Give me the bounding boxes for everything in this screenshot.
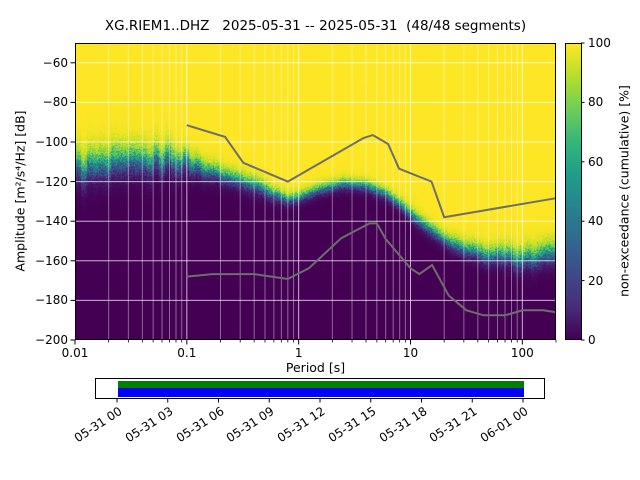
x-tick-label: 0.01 <box>61 346 89 360</box>
y-tick-label: −140 <box>35 214 68 229</box>
colorbar-tick-label: 100 <box>588 36 611 50</box>
timeline-tick-label: 06-01 00 <box>477 404 531 446</box>
timeline-tick-label: 05-31 06 <box>173 404 227 446</box>
y-tick-label: −100 <box>35 135 68 149</box>
timeline-tick-label: 05-31 12 <box>274 404 328 446</box>
y-tick-label: −60 <box>42 55 68 70</box>
colorbar-tick-label: 80 <box>588 95 604 110</box>
colorbar-tick-label: 40 <box>588 214 604 229</box>
timeline-tick-label: 05-31 00 <box>71 404 125 446</box>
colorbar-gradient <box>565 43 582 340</box>
colorbar-label: non-exceedance (cumulative) [%] <box>616 85 632 297</box>
x-tick-label: 100 <box>510 346 534 360</box>
timeline-tick-label: 05-31 18 <box>376 404 430 446</box>
y-tick-label: −200 <box>35 333 68 347</box>
x-tick-label: 1 <box>294 346 303 360</box>
x-tick-label: 0.1 <box>177 346 197 360</box>
timeline-tick-label: 05-31 09 <box>224 404 277 446</box>
timeline-tick-label: 05-31 15 <box>325 404 379 446</box>
y-axis-label: Amplitude [m²/s⁴/Hz] [dB] <box>12 110 28 272</box>
x-axis-label: Period [s] <box>285 360 346 375</box>
colorbar-tick-label: 20 <box>588 273 604 288</box>
timeline-tick-label: 05-31 21 <box>427 404 480 446</box>
timeline-box <box>95 378 545 399</box>
colorbar-tick-label: 0 <box>588 333 596 347</box>
y-tick-label: −120 <box>35 174 68 189</box>
chart-title: XG.RIEM1..DHZ 2025-05-31 -- 2025-05-31 (… <box>104 18 527 34</box>
y-tick-label: −180 <box>35 293 68 308</box>
timeline-coverage-blue <box>118 388 524 397</box>
colorbar-tick-label: 60 <box>588 154 604 169</box>
x-tick-label: 10 <box>402 346 419 360</box>
y-tick-label: −160 <box>35 253 68 268</box>
timeline-tick-label: 05-31 03 <box>122 404 176 446</box>
ppsd-heatmap <box>75 43 556 340</box>
y-tick-label: −80 <box>42 95 68 110</box>
timeline-coverage-green <box>118 381 524 388</box>
